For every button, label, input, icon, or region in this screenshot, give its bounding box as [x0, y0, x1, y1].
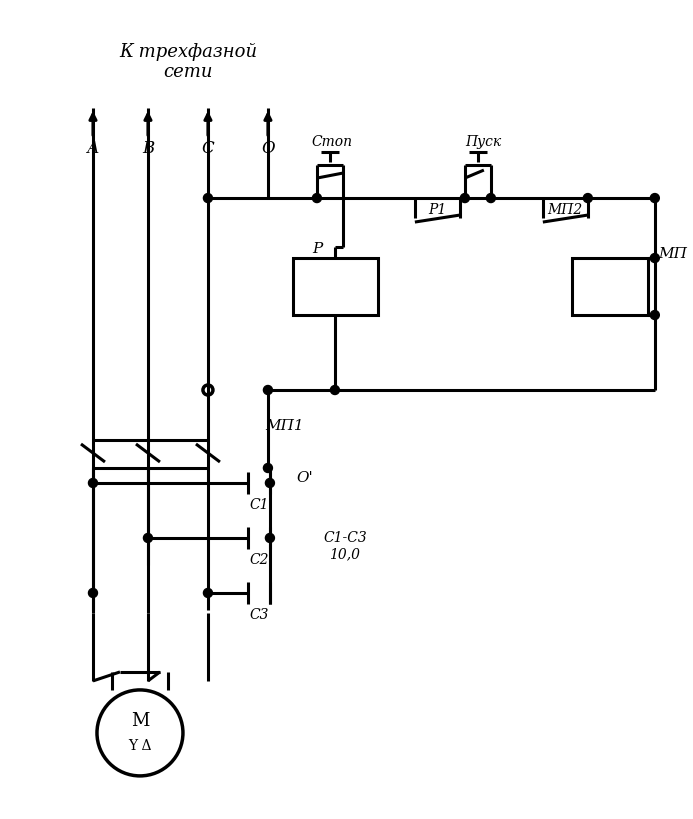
- Text: Пуск: Пуск: [465, 135, 501, 149]
- Text: Стоп: Стоп: [311, 135, 353, 149]
- Text: О': О': [297, 471, 313, 485]
- Text: С1: С1: [249, 498, 269, 512]
- Circle shape: [331, 386, 340, 395]
- Bar: [572, 258, 648, 315]
- Bar: [293, 258, 378, 315]
- Circle shape: [486, 193, 495, 202]
- Text: С: С: [202, 139, 214, 156]
- Text: А: А: [87, 139, 99, 156]
- Text: В: В: [142, 139, 154, 156]
- Circle shape: [143, 533, 152, 542]
- Text: Y Δ: Y Δ: [128, 739, 152, 753]
- Circle shape: [89, 588, 98, 597]
- Circle shape: [204, 588, 213, 597]
- Circle shape: [460, 193, 469, 202]
- Circle shape: [89, 478, 98, 487]
- Circle shape: [650, 254, 659, 263]
- Circle shape: [650, 310, 659, 319]
- Text: МП1: МП1: [265, 419, 304, 433]
- Text: М: М: [131, 712, 149, 730]
- Circle shape: [584, 193, 593, 202]
- Text: Р1: Р1: [428, 203, 446, 217]
- Text: С2: С2: [249, 553, 269, 567]
- Text: С3: С3: [249, 608, 269, 622]
- Circle shape: [204, 193, 213, 202]
- Circle shape: [265, 478, 274, 487]
- Circle shape: [313, 193, 322, 202]
- Text: С1-С3
10,0: С1-С3 10,0: [323, 531, 367, 561]
- Text: МП: МП: [658, 247, 687, 261]
- Text: О: О: [261, 139, 274, 156]
- Circle shape: [650, 193, 659, 202]
- Text: МП2: МП2: [547, 203, 583, 217]
- Circle shape: [265, 533, 274, 542]
- Text: К трехфазной
сети: К трехфазной сети: [119, 43, 257, 82]
- Text: Р: Р: [312, 242, 322, 256]
- Circle shape: [263, 464, 272, 473]
- Circle shape: [263, 386, 272, 395]
